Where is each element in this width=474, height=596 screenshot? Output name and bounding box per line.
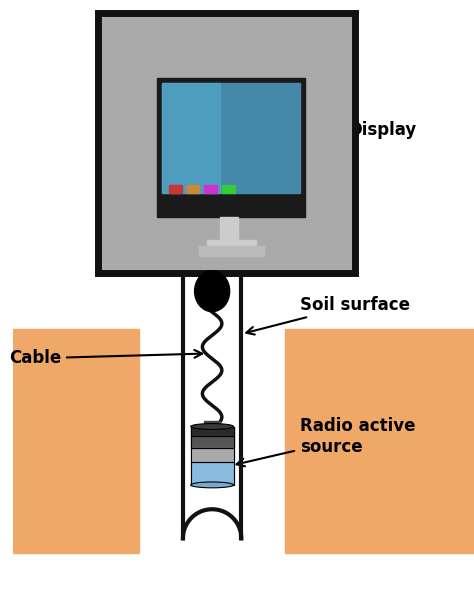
Polygon shape xyxy=(162,83,220,193)
Text: Cable: Cable xyxy=(9,349,202,367)
Ellipse shape xyxy=(195,271,230,312)
Polygon shape xyxy=(285,329,474,553)
Polygon shape xyxy=(207,240,256,249)
Text: Radio active
source: Radio active source xyxy=(237,417,415,466)
Polygon shape xyxy=(162,83,300,193)
Polygon shape xyxy=(191,461,234,485)
Ellipse shape xyxy=(191,424,234,430)
Polygon shape xyxy=(13,329,139,553)
Text: Soil surface: Soil surface xyxy=(246,296,410,334)
Polygon shape xyxy=(191,448,234,461)
Polygon shape xyxy=(220,217,238,240)
Polygon shape xyxy=(187,185,200,193)
Text: Display: Display xyxy=(290,120,417,146)
Polygon shape xyxy=(191,427,234,436)
Polygon shape xyxy=(169,185,182,193)
Polygon shape xyxy=(204,185,217,193)
Polygon shape xyxy=(191,436,234,448)
Polygon shape xyxy=(222,185,235,193)
Polygon shape xyxy=(183,273,241,538)
Ellipse shape xyxy=(191,482,234,488)
Polygon shape xyxy=(200,246,264,256)
Polygon shape xyxy=(98,13,355,273)
Polygon shape xyxy=(204,421,220,427)
Bar xyxy=(98,13,355,273)
Polygon shape xyxy=(156,78,305,217)
